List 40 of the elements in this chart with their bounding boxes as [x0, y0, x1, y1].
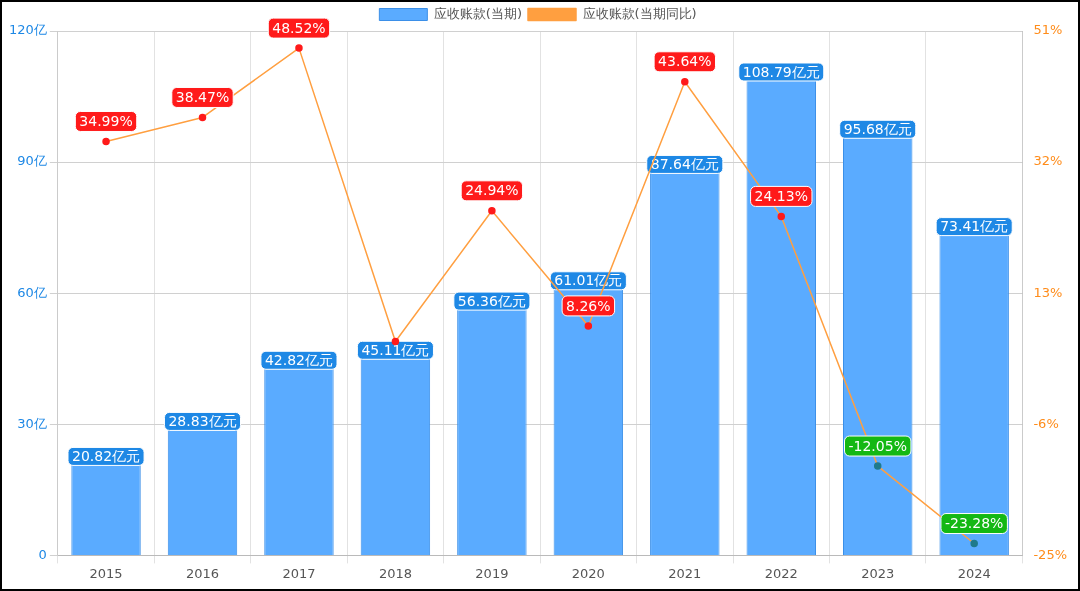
x-tick-label: 2022 [764, 565, 798, 581]
x-tick-label: 2016 [185, 565, 220, 581]
x-tick-label: 2015 [89, 565, 123, 581]
legend-label: 应收账款(当期同比) [582, 5, 697, 21]
x-tick-label: 2019 [475, 565, 509, 581]
data-label: 42.82亿元 [264, 351, 334, 368]
y-tick-label: 30亿 [17, 415, 47, 431]
data-label: 87.64亿元 [650, 156, 719, 173]
y2-tick-label: -6% [1033, 415, 1059, 431]
y-tick-label: 0 [38, 546, 47, 562]
data-label: -23.28% [944, 515, 1004, 532]
data-label: 73.41亿元 [940, 218, 1009, 235]
y-tick-label: 60亿 [17, 284, 47, 300]
data-label: 95.68亿元 [843, 120, 912, 137]
data-label: 38.47% [175, 89, 230, 106]
data-label: 34.99% [79, 113, 133, 130]
x-tick-label: 2020 [571, 565, 605, 581]
x-tick-label: 2018 [378, 565, 412, 581]
x-tick-label: 2021 [668, 565, 702, 581]
data-label: -12.05% [848, 437, 907, 454]
data-label: 43.64% [658, 53, 712, 70]
data-label: 108.79亿元 [742, 63, 820, 80]
y2-tick-label: 32% [1033, 153, 1063, 169]
data-label: 45.11亿元 [361, 341, 430, 358]
data-label: 8.26% [566, 297, 611, 314]
x-tick-label: 2017 [282, 565, 316, 581]
data-label: 56.36亿元 [457, 292, 526, 309]
x-tick-label: 2023 [861, 565, 895, 581]
y2-tick-label: 51% [1033, 22, 1063, 38]
y-tick-label: 120亿 [8, 22, 47, 38]
data-label: 48.52% [272, 19, 326, 36]
data-label: 20.82亿元 [72, 448, 141, 465]
y2-tick-label: 13% [1033, 284, 1063, 300]
data-label: 24.13% [754, 188, 808, 205]
y-tick-label: 90亿 [17, 153, 47, 169]
data-label: 24.94% [465, 182, 519, 199]
y2-tick-label: -25% [1033, 546, 1068, 562]
x-tick-label: 2024 [957, 565, 991, 581]
data-label: 28.83亿元 [168, 413, 237, 430]
legend-label: 应收账款(当期) [433, 5, 523, 21]
